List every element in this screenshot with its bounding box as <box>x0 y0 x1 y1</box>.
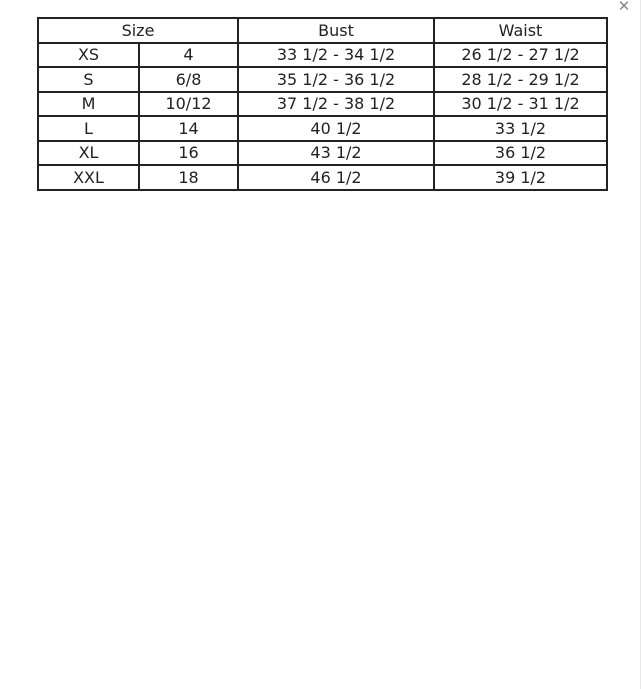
size-label: XL <box>37 139 140 166</box>
header-size: Size <box>37 17 239 44</box>
table-row: XS 4 33 1/2 - 34 1/2 26 1/2 - 27 1/2 <box>37 41 608 68</box>
header-bust: Bust <box>237 17 435 44</box>
size-number: 6/8 <box>138 66 239 93</box>
waist-value: 26 1/2 - 27 1/2 <box>433 41 608 68</box>
size-label: XXL <box>37 164 140 191</box>
table-row: XL 16 43 1/2 36 1/2 <box>37 139 608 166</box>
bust-value: 46 1/2 <box>237 164 435 191</box>
bust-value: 40 1/2 <box>237 115 435 142</box>
waist-value: 33 1/2 <box>433 115 608 142</box>
table-row: XXL 18 46 1/2 39 1/2 <box>37 164 608 191</box>
size-label: S <box>37 66 140 93</box>
waist-value: 36 1/2 <box>433 139 608 166</box>
size-number: 18 <box>138 164 239 191</box>
bust-value: 35 1/2 - 36 1/2 <box>237 66 435 93</box>
close-icon[interactable]: ✕ <box>617 0 631 15</box>
size-label: XS <box>37 41 140 68</box>
waist-value: 39 1/2 <box>433 164 608 191</box>
bust-value: 33 1/2 - 34 1/2 <box>237 41 435 68</box>
size-label: L <box>37 115 140 142</box>
waist-value: 28 1/2 - 29 1/2 <box>433 66 608 93</box>
table-row: S 6/8 35 1/2 - 36 1/2 28 1/2 - 29 1/2 <box>37 66 608 93</box>
size-number: 16 <box>138 139 239 166</box>
table-row: L 14 40 1/2 33 1/2 <box>37 115 608 142</box>
table-row: M 10/12 37 1/2 - 38 1/2 30 1/2 - 31 1/2 <box>37 90 608 117</box>
size-label: M <box>37 90 140 117</box>
bust-value: 43 1/2 <box>237 139 435 166</box>
size-number: 4 <box>138 41 239 68</box>
bust-value: 37 1/2 - 38 1/2 <box>237 90 435 117</box>
size-number: 10/12 <box>138 90 239 117</box>
size-chart-table: Size Bust Waist XS 4 33 1/2 - 34 1/2 26 1/2… <box>37 17 608 191</box>
waist-value: 30 1/2 - 31 1/2 <box>433 90 608 117</box>
size-number: 14 <box>138 115 239 142</box>
header-waist: Waist <box>433 17 608 44</box>
table-header-row: Size Bust Waist <box>37 17 608 44</box>
